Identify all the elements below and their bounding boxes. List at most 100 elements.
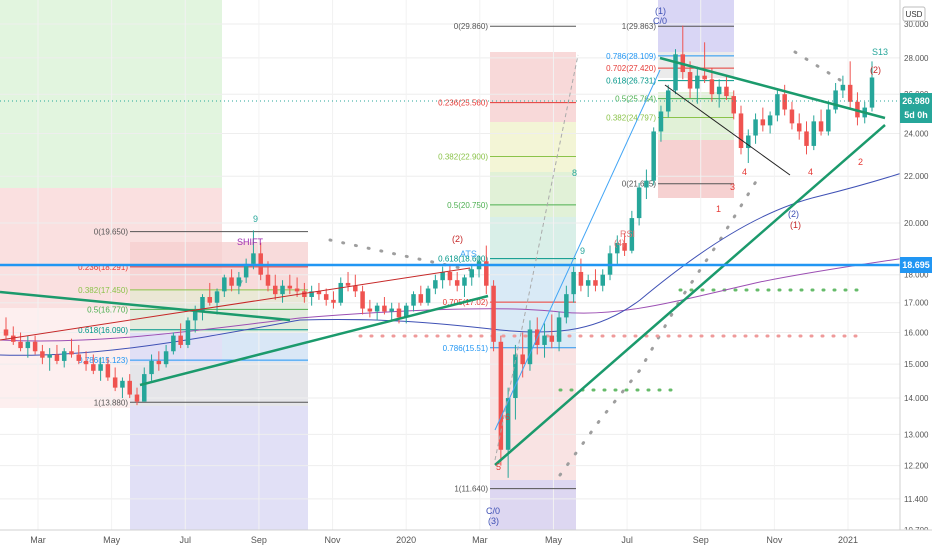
candle-body [644,180,649,188]
candle-body [83,360,89,365]
annotation-c0-bottom: C/0 [486,506,500,516]
trendline-green-support-2019 [139,294,489,387]
fib-level-label: 0.786(28.109) [606,52,656,61]
candle-body [454,280,460,286]
annotation-shift: SHIFT [237,237,264,247]
zone-red-fib3 [658,140,734,198]
candle-body [782,94,787,110]
x-tick-label: Jul [621,535,633,545]
currency-label: USD [906,10,923,19]
candle-body [731,96,736,114]
candle-body [134,394,140,402]
candle-body [549,335,555,342]
candle-body [513,354,518,399]
candle-body [47,354,52,358]
horizontal-line-price-badge [900,257,932,273]
fib-levels: 0(19.650) 0.236(18.291) 0.382(17.450) 0.5(1… [78,22,734,494]
fib-level-label: 0.382(22.900) [438,153,488,162]
x-tick-label: 2021 [838,535,858,545]
candle-body [564,294,569,318]
candle-body [338,282,344,303]
x-tick-label: Jul [180,535,192,545]
candle-body [796,123,802,132]
candle-body [695,75,700,89]
annotation-count-9: 9 [253,214,258,224]
candle-body [833,90,838,110]
last-price-badge [900,93,932,123]
candle-body [40,351,45,358]
annotation-rsi: RSI [620,229,635,239]
currency-badge[interactable] [902,6,926,22]
candle-body [593,280,598,286]
fib-level-label: 0.618(26.731) [606,77,656,86]
candle-body [753,119,758,136]
fib-level-label: 0.702(27.420) [606,64,656,73]
y-tick-label: 11.400 [904,495,928,504]
annotation-wave-4: (4) [614,238,625,248]
candle-body [804,131,809,146]
candle-body [585,280,591,286]
x-tick-label: May [545,535,563,545]
candle-body [69,351,74,355]
candle-body [760,119,766,126]
candle-body [716,86,722,95]
candle-body [746,135,751,149]
candle-body [360,291,365,309]
countdown-label: 5d 0h [904,110,928,120]
trendline-green-support-2020 [494,124,886,466]
candle-body [331,299,336,303]
candle-body [418,294,424,303]
annotation-count-1: 1 [716,204,721,214]
candle-body [18,341,23,349]
y-tick-label: 22.000 [904,172,929,181]
candle-body [789,109,795,124]
candle-body [767,115,773,126]
fib-level-label: 0.382(17.450) [78,286,128,295]
candle-body [156,360,162,365]
x-tick-label: May [103,535,121,545]
candle-body [527,329,533,365]
candle-body [302,291,307,298]
candle-body [433,280,438,289]
candle-body [425,288,431,303]
candle-body [724,86,729,97]
candle-body [687,72,693,89]
annotation-count-9b: 9 [580,246,585,256]
candle-body [520,354,525,365]
candle-body [323,294,329,300]
annotation-wave-3: (3) [488,516,499,526]
candle-body [265,274,271,286]
annotation-count-7: 7 [238,279,243,289]
annotation-count-4b: 4 [808,167,813,177]
candle-body [76,354,82,361]
candle-body [840,84,846,91]
candles [3,25,875,478]
candle-body [571,271,576,295]
fib-level-label: 1(11.640) [454,485,488,494]
candle-body [192,311,198,321]
candle-body [542,335,547,345]
candle-body [222,277,227,292]
zone-red-fib2 [490,52,576,122]
zone-blue-fib2 [490,267,576,347]
annotation-ats: ATS [460,249,477,259]
candle-body [127,380,132,395]
fib-level-label: 0.786(15.51) [443,344,489,353]
moving-average-blue [0,171,906,356]
candle-body [3,329,9,336]
last-price-label: 26.980 [902,96,930,106]
zone-green-fib2 [490,172,576,217]
fib-level-label: 0.786(15.123) [78,356,128,365]
candle-body [185,320,191,345]
fib-level-label: 0(19.650) [94,228,129,237]
candle-body [280,285,285,295]
trendline-green-resistance [659,56,886,120]
candle-body [54,354,60,361]
price-axis-background [900,0,932,550]
candle-body [382,305,387,312]
candle-body [309,291,314,298]
x-tick-label: Nov [766,535,783,545]
candle-body [178,335,183,345]
candle-body [447,271,453,281]
